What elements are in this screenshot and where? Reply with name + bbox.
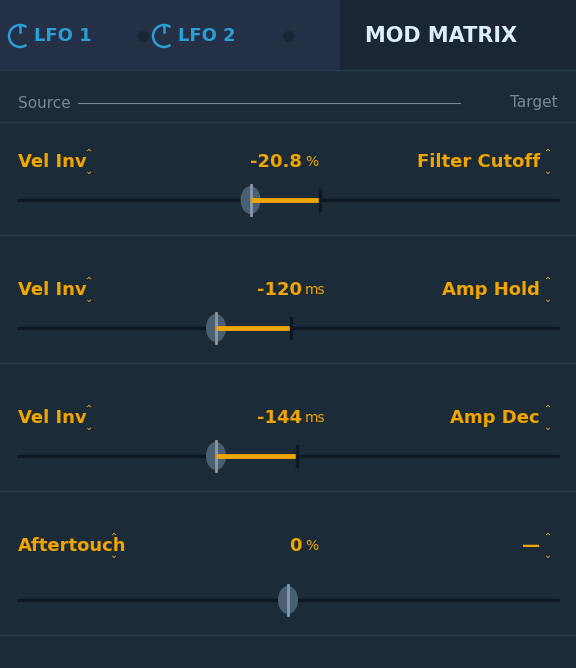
Text: %: % bbox=[305, 155, 318, 169]
Text: -20.8: -20.8 bbox=[250, 153, 302, 171]
Text: -120: -120 bbox=[257, 281, 302, 299]
Ellipse shape bbox=[206, 314, 226, 342]
Text: Amp Hold: Amp Hold bbox=[442, 281, 540, 299]
Text: ⌃: ⌃ bbox=[544, 276, 552, 286]
Text: ⌄: ⌄ bbox=[544, 166, 552, 176]
Text: ⌄: ⌄ bbox=[544, 294, 552, 304]
Ellipse shape bbox=[278, 586, 298, 614]
Text: Vel Inv: Vel Inv bbox=[18, 409, 86, 427]
Text: MOD MATRIX: MOD MATRIX bbox=[365, 26, 517, 46]
Text: Vel Inv: Vel Inv bbox=[18, 153, 86, 171]
Text: ⌃: ⌃ bbox=[544, 532, 552, 542]
Bar bbox=[0, 0, 340, 70]
Text: LFO 2: LFO 2 bbox=[178, 27, 236, 45]
Text: %: % bbox=[305, 539, 318, 553]
Text: ms: ms bbox=[305, 283, 325, 297]
Text: Amp Dec: Amp Dec bbox=[450, 409, 540, 427]
Ellipse shape bbox=[241, 186, 260, 214]
Bar bbox=[0, 0, 576, 70]
Text: ⌃: ⌃ bbox=[110, 532, 118, 542]
Text: ⌄: ⌄ bbox=[85, 166, 93, 176]
Text: ⌄: ⌄ bbox=[85, 422, 93, 432]
Text: Target: Target bbox=[510, 96, 558, 110]
Text: ⌄: ⌄ bbox=[85, 294, 93, 304]
Text: ⌃: ⌃ bbox=[544, 404, 552, 414]
Text: Source: Source bbox=[18, 96, 71, 110]
Text: ⌃: ⌃ bbox=[85, 276, 93, 286]
Text: -144: -144 bbox=[257, 409, 302, 427]
Ellipse shape bbox=[206, 442, 226, 470]
Text: ⌃: ⌃ bbox=[544, 148, 552, 158]
Text: Aftertouch: Aftertouch bbox=[18, 537, 127, 555]
Text: Vel Inv: Vel Inv bbox=[18, 281, 86, 299]
Text: 0: 0 bbox=[290, 537, 302, 555]
Text: LFO 1: LFO 1 bbox=[34, 27, 92, 45]
Text: ⌃: ⌃ bbox=[85, 404, 93, 414]
Text: ms: ms bbox=[305, 411, 325, 425]
Text: ⌄: ⌄ bbox=[110, 550, 118, 560]
Text: ⌄: ⌄ bbox=[544, 422, 552, 432]
Text: Filter Cutoff: Filter Cutoff bbox=[417, 153, 540, 171]
Text: ⌄: ⌄ bbox=[544, 550, 552, 560]
Text: —: — bbox=[522, 537, 540, 555]
Text: ⌃: ⌃ bbox=[85, 148, 93, 158]
